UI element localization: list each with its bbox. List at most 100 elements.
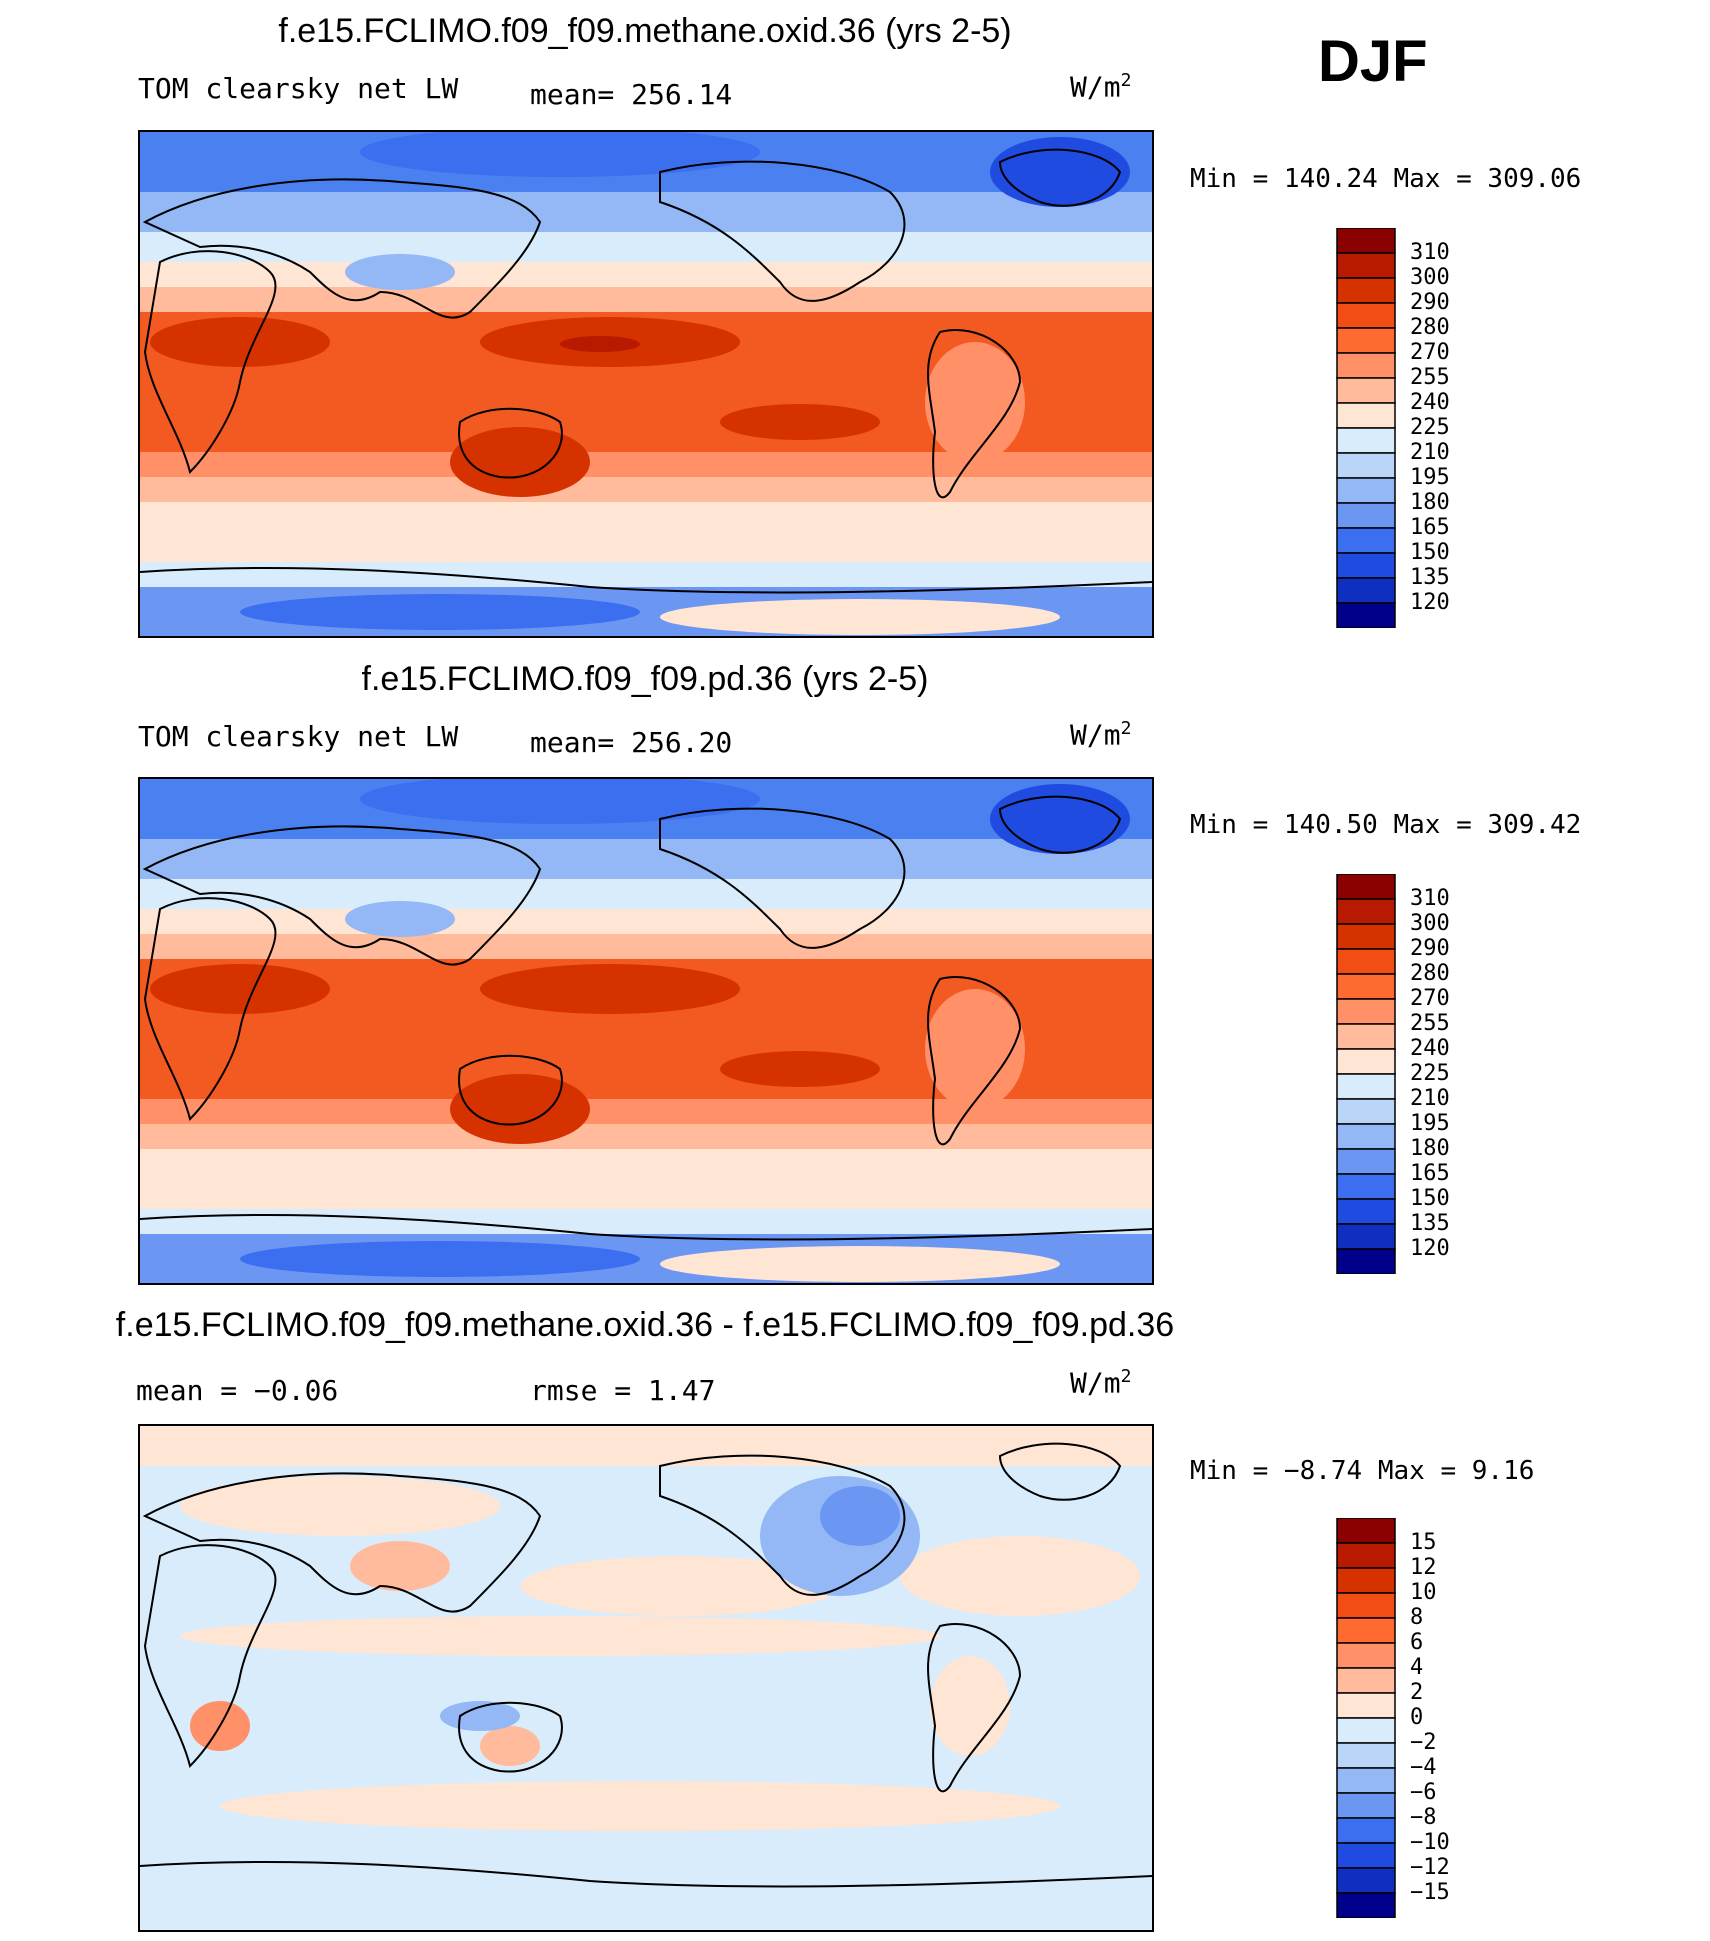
colorbar-swatch [1336, 1842, 1396, 1869]
colorbar-swatch [1336, 1148, 1396, 1175]
colorbar-swatch [1336, 1542, 1396, 1569]
colorbar-tick-label: 120 [1410, 590, 1450, 615]
colorbar-tick-label: −8 [1410, 1805, 1437, 1830]
p3-warm-tibet [350, 1541, 450, 1591]
p1-coast-eurasia [142, 178, 542, 319]
colorbar-tick-label: −15 [1410, 1880, 1450, 1905]
p3-coast-eurasia [142, 1472, 542, 1613]
colorbar-tick-label: 8 [1410, 1605, 1424, 1630]
colorbar-swatch [1336, 1742, 1396, 1769]
colorbar-tick-label: 210 [1410, 440, 1450, 465]
p3-coast-africa [143, 1544, 277, 1768]
panel3-units-label: W/m2 [1070, 1366, 1132, 1400]
colorbar-tick-label: −2 [1410, 1730, 1437, 1755]
colorbar-swatch [1336, 427, 1396, 454]
p2-antarctic-ice [660, 1246, 1060, 1282]
panel1-colorbar [1336, 228, 1396, 628]
colorbar-swatch [1336, 1048, 1396, 1075]
colorbar-tick-label: 4 [1410, 1655, 1424, 1680]
p2-coast-greenland [998, 795, 1122, 854]
colorbar-tick-label: 135 [1410, 565, 1450, 590]
colorbar-swatch [1336, 1123, 1396, 1150]
panel1-units-label: W/m2 [1070, 70, 1132, 104]
colorbar-tick-label: 10 [1410, 1580, 1437, 1605]
colorbar-tick-label: −10 [1410, 1830, 1450, 1855]
colorbar-swatch [1336, 327, 1396, 354]
p2-coast-samerica [927, 976, 1022, 1146]
panel3-colorbar [1336, 1518, 1396, 1918]
panel3-minmax: Min = −8.74 Max = 9.16 [1190, 1456, 1535, 1486]
p2-cold-tibet [345, 901, 455, 937]
panel3-map [138, 1424, 1154, 1932]
colorbar-swatch [1336, 1892, 1396, 1918]
colorbar-swatch [1336, 898, 1396, 925]
colorbar-tick-label: 6 [1410, 1630, 1424, 1655]
colorbar-swatch [1336, 998, 1396, 1025]
p3-warm-npacific [520, 1556, 840, 1616]
p2-cold-greenland [990, 784, 1130, 854]
colorbar-swatch [1336, 477, 1396, 504]
p1-coast-namerica [659, 160, 906, 302]
p1-cold-greenland [990, 137, 1130, 207]
p1-hot-australia [450, 427, 590, 497]
p2-hot-spacific [720, 1051, 880, 1087]
panel1-title: f.e15.FCLIMO.f09_f09.methane.oxid.36 (yr… [278, 12, 1012, 50]
colorbar-swatch [1336, 1642, 1396, 1669]
colorbar-swatch [1336, 602, 1396, 628]
p3-coast-greenland [998, 1442, 1122, 1501]
colorbar-tick-label: 280 [1410, 315, 1450, 340]
colorbar-tick-label: 270 [1410, 340, 1450, 365]
colorbar-tick-label: 270 [1410, 986, 1450, 1011]
p2-coast-africa [143, 897, 277, 1121]
p1-coast-greenland [998, 148, 1122, 207]
p1-hot-pacific-core [560, 336, 640, 352]
p1-hot-africa [150, 317, 330, 367]
p1-coast-antarctica [140, 566, 1152, 594]
colorbar-tick-label: 225 [1410, 415, 1450, 440]
colorbar-tick-label: 0 [1410, 1705, 1424, 1730]
colorbar-swatch [1336, 1198, 1396, 1225]
colorbar-tick-label: 255 [1410, 1011, 1450, 1036]
colorbar-swatch [1336, 1518, 1396, 1544]
colorbar-swatch [1336, 1567, 1396, 1594]
p3-warm-southern [220, 1781, 1060, 1831]
colorbar-tick-label: −12 [1410, 1855, 1450, 1880]
colorbar-tick-label: 180 [1410, 490, 1450, 515]
p1-band-S3 [140, 502, 1152, 562]
p1-cold-arctic [360, 132, 760, 177]
colorbar-swatch [1336, 1173, 1396, 1200]
panel2-units-label: W/m2 [1070, 718, 1132, 752]
p2-hot-pacific [480, 964, 740, 1014]
colorbar-swatch [1336, 1592, 1396, 1619]
colorbar-swatch [1336, 452, 1396, 479]
panel2-colorbar-svg [1336, 874, 1396, 1274]
colorbar-swatch [1336, 1867, 1396, 1894]
colorbar-tick-label: −4 [1410, 1755, 1437, 1780]
colorbar-tick-label: 290 [1410, 936, 1450, 961]
colorbar-tick-label: 240 [1410, 390, 1450, 415]
p3-coastlines [140, 1442, 1152, 1888]
p3-coast-antarctica [140, 1860, 1152, 1888]
p3-warm-australia [480, 1726, 540, 1766]
colorbar-tick-label: 225 [1410, 1061, 1450, 1086]
p1-coast-australia [458, 407, 563, 479]
p1-antarctic-ice [660, 599, 1060, 635]
p2-hot-africa [150, 964, 330, 1014]
colorbar-tick-label: 165 [1410, 515, 1450, 540]
colorbar-tick-label: 15 [1410, 1530, 1437, 1555]
p3-coast-samerica [927, 1623, 1022, 1793]
colorbar-tick-label: 300 [1410, 911, 1450, 936]
p3-coast-australia [458, 1701, 563, 1773]
colorbar-swatch [1336, 502, 1396, 529]
p3-warm-tropics [180, 1616, 940, 1656]
colorbar-tick-label: 12 [1410, 1555, 1437, 1580]
colorbar-tick-label: 300 [1410, 265, 1450, 290]
season-label: DJF [1318, 29, 1428, 94]
panel2-mean-label: mean= 256.20 [530, 726, 733, 759]
colorbar-swatch [1336, 228, 1396, 254]
panel3-colorbar-svg [1336, 1518, 1396, 1918]
p2-band-S3 [140, 1149, 1152, 1209]
p2-hot-australia [450, 1074, 590, 1144]
panel3-map-svg [140, 1426, 1152, 1930]
colorbar-tick-label: 150 [1410, 540, 1450, 565]
